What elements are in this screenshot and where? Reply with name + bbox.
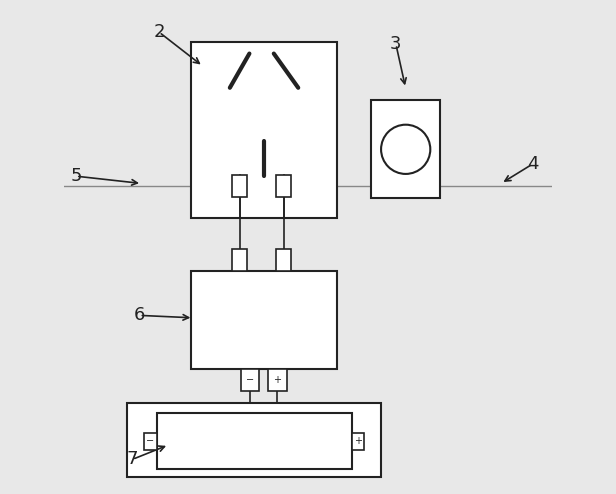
Bar <box>191 271 338 369</box>
Bar <box>268 369 286 391</box>
Text: 3: 3 <box>390 35 402 53</box>
Bar <box>371 100 440 198</box>
Text: 7: 7 <box>126 451 138 468</box>
Bar <box>276 249 291 271</box>
Text: 2: 2 <box>153 23 164 41</box>
Circle shape <box>381 124 431 174</box>
Text: 6: 6 <box>134 306 145 325</box>
Bar <box>352 433 364 450</box>
Bar <box>241 369 259 391</box>
Text: −: − <box>246 375 254 385</box>
Bar <box>144 433 156 450</box>
Bar <box>191 42 338 218</box>
Text: 5: 5 <box>70 167 82 185</box>
Bar <box>276 175 291 197</box>
Text: −: − <box>147 436 155 446</box>
Bar <box>232 175 247 197</box>
Text: +: + <box>354 436 362 446</box>
Text: +: + <box>274 375 282 385</box>
Text: 4: 4 <box>527 155 538 173</box>
Bar <box>232 249 247 271</box>
Bar <box>156 413 352 469</box>
Bar <box>128 403 381 477</box>
